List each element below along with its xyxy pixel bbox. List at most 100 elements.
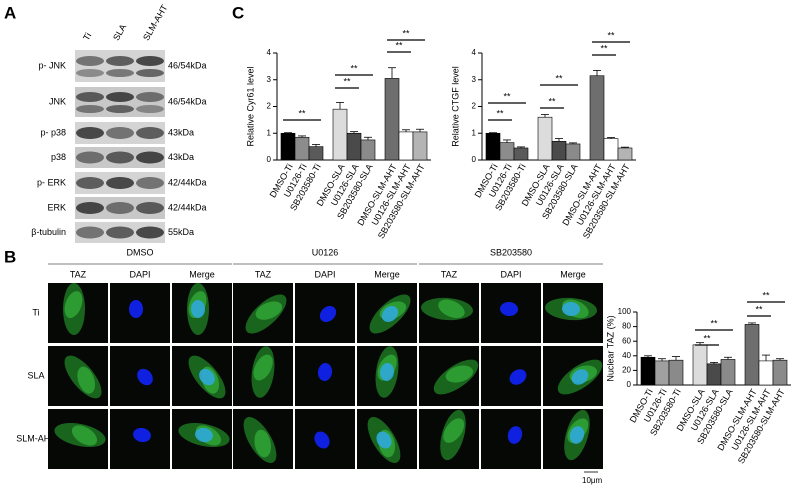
channel-label: DAPI <box>500 269 521 279</box>
significance-label: ** <box>402 28 410 38</box>
micrograph <box>419 283 479 343</box>
micrograph <box>172 283 232 343</box>
nucleus <box>317 363 333 381</box>
nucleus <box>191 300 205 318</box>
bar <box>346 132 362 161</box>
y-tick-label: 0 <box>627 380 632 389</box>
channel-label: Merge <box>374 269 400 279</box>
y-tick-label: 60 <box>622 336 631 345</box>
blot-row-label: p- JNK <box>38 60 66 70</box>
blot-size-label: 46/54kDa <box>168 60 207 70</box>
blot-band <box>106 92 134 102</box>
y-tick-label: 2 <box>472 102 477 111</box>
bar <box>758 360 774 386</box>
blot-band <box>136 105 164 113</box>
blot-band <box>136 92 164 102</box>
blot-band <box>106 226 134 239</box>
nucleus <box>381 306 399 322</box>
cell-body <box>77 366 96 394</box>
bar <box>640 356 656 386</box>
y-tick-label: 100 <box>618 307 632 316</box>
micrograph <box>543 409 603 469</box>
significance-label: ** <box>503 91 511 101</box>
y-axis-title: Relative CTGF level <box>450 66 460 147</box>
bar <box>537 116 553 161</box>
y-axis-title: Nuclear TAZ (%) <box>605 315 615 381</box>
lane-label: SLA <box>111 22 128 42</box>
micrograph <box>295 346 355 406</box>
micrograph <box>110 409 170 469</box>
nucleus <box>507 426 523 444</box>
bar <box>308 146 324 161</box>
bar <box>692 344 708 386</box>
bar <box>603 138 619 161</box>
blot-band <box>76 69 104 77</box>
cell-body <box>255 301 283 320</box>
blot-band <box>136 151 164 164</box>
channel-label: Merge <box>189 269 215 279</box>
blot-band <box>106 105 134 113</box>
bar <box>772 359 788 386</box>
y-tick-label: 80 <box>622 322 631 331</box>
significance-label: ** <box>496 108 504 118</box>
bar <box>384 78 400 161</box>
micrograph <box>172 346 232 406</box>
nucleus <box>376 431 392 449</box>
nucleus <box>569 426 585 444</box>
y-tick-label: 4 <box>472 48 477 57</box>
significance-label: ** <box>762 290 770 300</box>
row-label: Ti <box>32 307 39 317</box>
blot-band <box>106 177 134 189</box>
nucleus <box>129 300 143 318</box>
micrograph <box>357 409 417 469</box>
blot-size-label: 42/44kDa <box>168 177 207 187</box>
significance-label: ** <box>600 43 608 53</box>
bar <box>485 132 501 161</box>
blot-band <box>76 92 104 102</box>
blot-row-label: β-tubulin <box>31 227 66 237</box>
y-tick-label: 3 <box>472 75 477 84</box>
y-tick-label: 4 <box>267 48 272 57</box>
blot-band <box>76 151 104 164</box>
micrograph <box>172 409 232 469</box>
row-label: SLA <box>27 370 44 380</box>
nucleus <box>199 368 215 386</box>
blot-band <box>136 56 164 66</box>
bar <box>294 136 310 161</box>
blot-band <box>76 177 104 189</box>
micrograph <box>233 346 293 406</box>
significance-label: ** <box>710 318 718 328</box>
blot-band <box>106 151 134 164</box>
micrograph <box>357 346 417 406</box>
blot-size-label: 42/44kDa <box>168 202 207 212</box>
blot-band <box>136 127 164 139</box>
nucleus <box>195 427 213 443</box>
channel-label: DAPI <box>314 269 335 279</box>
blot-band <box>76 226 104 239</box>
blot-size-label: 43kDa <box>168 152 194 162</box>
micrograph <box>543 283 603 343</box>
lane-label: SLM-AHT <box>141 3 170 43</box>
micrograph <box>110 346 170 406</box>
blot-band <box>106 202 134 214</box>
nucleus <box>133 427 151 443</box>
micrograph <box>48 283 108 343</box>
blot-row-label: ERK <box>47 202 66 212</box>
group-label: U0126 <box>312 247 339 257</box>
y-tick-label: 40 <box>622 351 631 360</box>
bar <box>668 359 684 386</box>
y-tick-label: 1 <box>267 128 272 137</box>
significance-label: ** <box>607 30 615 40</box>
bar <box>617 147 633 161</box>
significance-label: ** <box>298 108 306 118</box>
micrograph <box>481 409 541 469</box>
blot-band <box>106 127 134 139</box>
micrograph <box>419 346 479 406</box>
nucleus <box>500 301 518 317</box>
bar <box>280 132 296 161</box>
nucleus <box>314 431 330 449</box>
significance-label: ** <box>703 333 711 343</box>
nucleus <box>379 363 395 381</box>
blot-band <box>106 56 134 66</box>
